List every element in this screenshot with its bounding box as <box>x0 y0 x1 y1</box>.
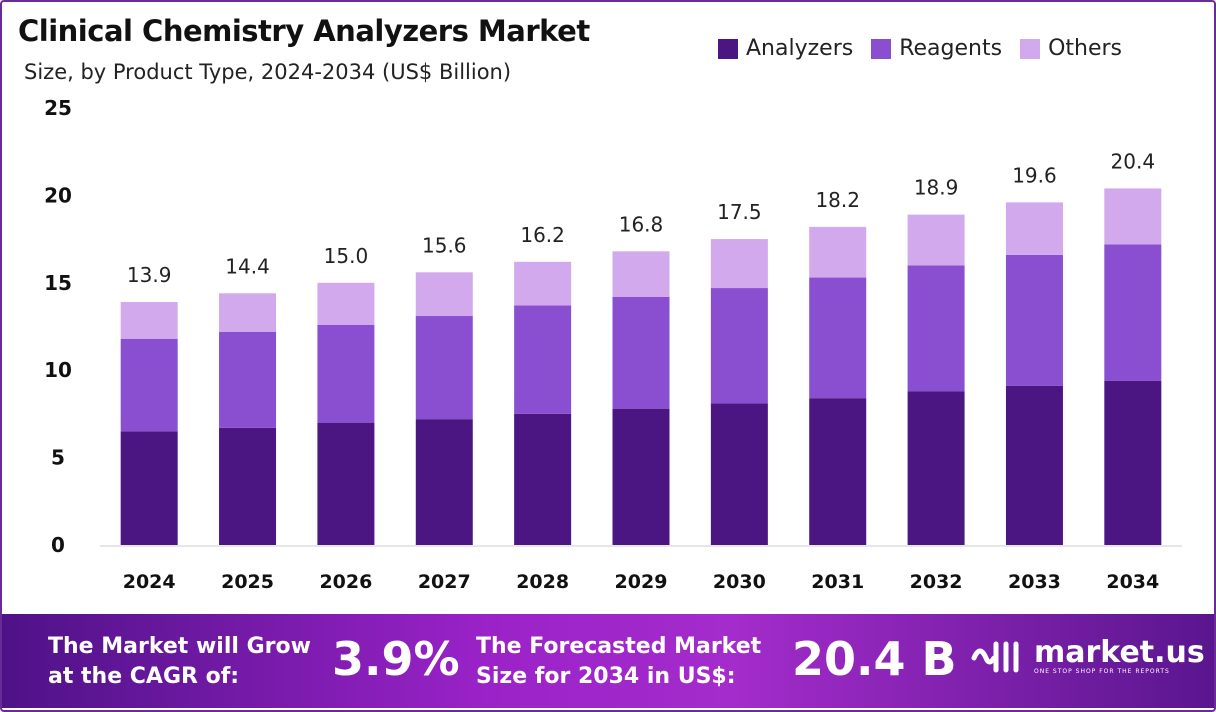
bar-segment-others <box>809 226 867 278</box>
x-tick-label: 2032 <box>910 571 963 593</box>
bar-segment-reagents <box>612 296 670 409</box>
bar-total-label: 16.8 <box>619 212 664 236</box>
x-tick-label: 2029 <box>615 571 668 593</box>
legend-item-analyzers: Analyzers <box>718 36 853 61</box>
bar-total-label: 17.5 <box>717 200 762 224</box>
legend-swatch <box>718 38 738 59</box>
bar-total-label: 15.0 <box>324 244 369 268</box>
bar-segment-others <box>514 261 572 306</box>
chart-title: Clinical Chemistry Analyzers Market <box>18 14 590 48</box>
y-tick-label: 15 <box>44 271 72 295</box>
cagr-value: 3.9% <box>332 632 460 686</box>
forecast-value: 20.4 B <box>792 632 957 686</box>
bar-segment-reagents <box>219 331 277 428</box>
forecast-label-line2: Size for 2034 in US$: <box>476 664 736 689</box>
y-tick-label: 20 <box>44 183 72 207</box>
x-tick-label: 2025 <box>221 571 274 593</box>
bar-total-label: 19.6 <box>1012 163 1057 187</box>
bar-segment-analyzers <box>1005 385 1063 545</box>
bar-total-label: 16.2 <box>520 223 565 247</box>
bar-segment-others <box>1104 188 1162 245</box>
bar-chart: 051015202513.9202414.4202515.0202615.620… <box>44 96 1182 593</box>
bar-segment-others <box>612 251 670 297</box>
bar-segment-reagents <box>317 324 375 423</box>
bar-segment-others <box>415 272 473 317</box>
bar-total-label: 20.4 <box>1111 149 1156 173</box>
bar-segment-analyzers <box>710 403 768 545</box>
bar-segment-reagents <box>1104 244 1162 381</box>
logo-tagline: ONE STOP SHOP FOR THE REPORTS <box>1034 667 1170 675</box>
bar-segment-reagents <box>1005 254 1063 386</box>
bar-segment-analyzers <box>317 422 375 545</box>
x-tick-label: 2027 <box>418 571 471 593</box>
bar-segment-analyzers <box>415 419 473 545</box>
bar-segment-analyzers <box>612 408 670 545</box>
cagr-label-line2: at the CAGR of: <box>48 664 240 689</box>
bar-segment-reagents <box>514 305 572 414</box>
cagr-label-line1: The Market will Grow <box>48 634 311 659</box>
bar-segment-others <box>317 282 375 325</box>
x-tick-label: 2026 <box>319 571 372 593</box>
bar-segment-reagents <box>710 288 768 404</box>
bar-segment-reagents <box>809 277 867 399</box>
legend: Analyzers Reagents Others <box>718 36 1122 61</box>
market-us-logo: market.us ONE STOP SHOP FOR THE REPORTS <box>970 636 1205 676</box>
legend-label: Analyzers <box>746 36 854 61</box>
x-tick-label: 2024 <box>123 571 176 593</box>
bar-segment-others <box>1005 202 1063 255</box>
logo-name: market.us <box>1034 634 1205 670</box>
bar-total-label: 18.2 <box>815 188 860 212</box>
x-tick-label: 2030 <box>713 571 766 593</box>
bar-total-label: 13.9 <box>127 263 172 287</box>
x-tick-label: 2033 <box>1008 571 1061 593</box>
bar-segment-others <box>710 239 768 289</box>
bar-segment-others <box>219 293 277 332</box>
y-tick-label: 10 <box>44 358 72 382</box>
x-tick-label: 2034 <box>1106 571 1159 593</box>
x-tick-label: 2028 <box>516 571 569 593</box>
chart-subtitle: Size, by Product Type, 2024-2034 (US$ Bi… <box>24 60 512 84</box>
cagr-label: The Market will Grow at the CAGR of: <box>48 632 311 692</box>
bar-segment-others <box>120 302 178 339</box>
legend-label: Others <box>1048 36 1122 61</box>
bar-segment-analyzers <box>1104 380 1162 545</box>
y-tick-label: 0 <box>51 533 65 557</box>
bar-segment-reagents <box>907 265 965 392</box>
legend-item-others: Others <box>1020 36 1122 61</box>
forecast-label-line1: The Forecasted Market <box>476 634 762 659</box>
legend-swatch <box>1020 38 1041 59</box>
y-tick-label: 5 <box>51 446 65 470</box>
summary-banner: The Market will Grow at the CAGR of: 3.9%… <box>2 614 1214 708</box>
bar-segment-analyzers <box>219 427 277 545</box>
logo-icon <box>971 641 1019 673</box>
legend-swatch <box>871 38 892 59</box>
y-tick-label: 25 <box>44 96 72 120</box>
bar-segment-analyzers <box>514 413 572 545</box>
bar-segment-reagents <box>120 338 178 432</box>
bar-segment-reagents <box>415 316 473 420</box>
bar-segment-analyzers <box>907 391 965 545</box>
forecast-label: The Forecasted Market Size for 2034 in US… <box>476 632 761 692</box>
legend-label: Reagents <box>899 36 1003 61</box>
legend-item-reagents: Reagents <box>871 36 1002 61</box>
bar-segment-analyzers <box>120 431 178 545</box>
bar-total-label: 15.6 <box>422 233 467 257</box>
bar-segment-others <box>907 214 965 266</box>
x-tick-label: 2031 <box>811 571 864 593</box>
bar-segment-analyzers <box>809 398 867 545</box>
bar-total-label: 18.9 <box>914 176 959 200</box>
bar-total-label: 14.4 <box>225 254 270 278</box>
